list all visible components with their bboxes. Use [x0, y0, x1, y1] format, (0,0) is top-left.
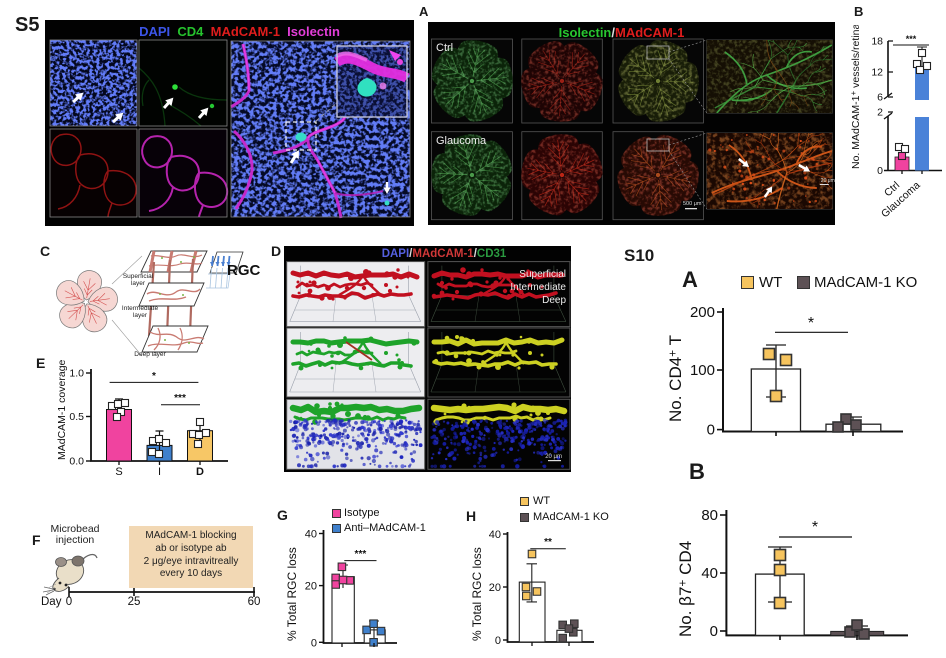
svg-text:*: * [152, 371, 156, 382]
svg-text:20: 20 [305, 581, 317, 593]
svg-text:*: * [808, 315, 814, 332]
svg-text:**: ** [544, 537, 552, 548]
svg-text:12: 12 [871, 67, 883, 79]
svg-text:40: 40 [701, 565, 718, 582]
svg-text:20 μm: 20 μm [821, 178, 835, 184]
svg-text:D: D [196, 466, 204, 478]
svg-text:RGC: RGC [227, 262, 261, 279]
svg-text:0.0: 0.0 [69, 456, 84, 468]
svg-text:18: 18 [871, 36, 883, 48]
svg-text:layer: layer [133, 312, 148, 319]
svg-text:Day: Day [41, 596, 62, 608]
svg-text:0: 0 [311, 637, 317, 649]
svg-text:Deep layer: Deep layer [134, 351, 166, 358]
svg-text:Intermediate: Intermediate [122, 305, 159, 312]
svg-text:1.0: 1.0 [69, 368, 84, 380]
svg-text:***: *** [906, 34, 917, 44]
svg-text:0: 0 [707, 422, 715, 439]
svg-text:Glaucoma: Glaucoma [879, 179, 923, 220]
svg-text:***: *** [174, 393, 186, 404]
svg-text:I: I [158, 466, 161, 478]
svg-text:0: 0 [495, 635, 501, 647]
svg-text:40: 40 [305, 529, 317, 541]
svg-text:***: *** [355, 549, 367, 560]
svg-text:100: 100 [690, 362, 715, 379]
svg-text:No. CD4+ T: No. CD4+ T [666, 335, 686, 422]
svg-text:6: 6 [877, 92, 883, 104]
svg-text:200: 200 [690, 304, 715, 321]
svg-text:S: S [115, 466, 122, 478]
svg-text:Intermediate: Intermediate [510, 282, 566, 293]
svg-text:*: * [812, 519, 818, 536]
svg-text:40: 40 [489, 529, 501, 541]
svg-text:% Total RGC loss: % Total RGC loss [470, 547, 484, 641]
svg-text:0: 0 [66, 596, 72, 608]
svg-text:layer: layer [131, 280, 146, 287]
svg-text:2: 2 [877, 107, 883, 119]
svg-text:MAdCAM-1 coverage: MAdCAM-1 coverage [56, 359, 68, 460]
svg-text:0: 0 [877, 165, 883, 177]
svg-text:No. β7+ CD4: No. β7+ CD4 [676, 541, 696, 637]
svg-text:25: 25 [128, 596, 141, 608]
svg-text:80: 80 [701, 507, 718, 524]
svg-text:0: 0 [710, 623, 718, 640]
svg-text:0.5: 0.5 [69, 411, 84, 423]
svg-text:No. MAdCAM-1+ vessels/retina: No. MAdCAM-1+ vessels/retina [849, 25, 862, 169]
svg-text:Deep: Deep [542, 295, 566, 306]
svg-text:20 μm: 20 μm [545, 454, 562, 460]
svg-text:20: 20 [489, 582, 501, 594]
svg-text:Superficial: Superficial [123, 273, 154, 280]
svg-text:60: 60 [248, 596, 261, 608]
svg-text:DAPI/MAdCAM-1/CD31: DAPI/MAdCAM-1/CD31 [382, 248, 507, 260]
svg-text:Glaucoma: Glaucoma [436, 135, 487, 147]
svg-text:Ctrl: Ctrl [436, 42, 453, 54]
svg-text:500 μm: 500 μm [683, 201, 702, 207]
svg-text:% Total RGC loss: % Total RGC loss [285, 547, 299, 641]
svg-text:Superficial: Superficial [519, 269, 566, 280]
